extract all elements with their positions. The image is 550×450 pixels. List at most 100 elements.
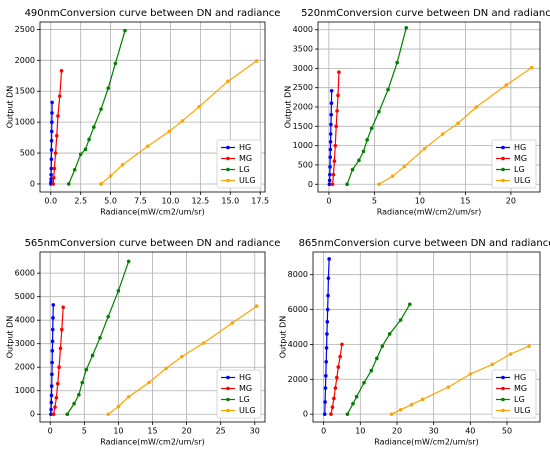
data-point (377, 109, 381, 114)
data-point (327, 178, 332, 183)
y-tick-label: 2000 (288, 375, 308, 384)
x-tick-label: 15 (460, 197, 470, 206)
y-tick-label: 6000 (15, 269, 35, 278)
legend-marker (226, 386, 230, 391)
data-point (324, 346, 329, 350)
data-point (490, 362, 495, 367)
data-point (324, 373, 328, 378)
data-point (51, 175, 56, 180)
data-point (87, 137, 91, 142)
legend-marker (226, 167, 230, 172)
legend-marker (226, 375, 230, 380)
legend-label: MG (239, 384, 252, 393)
y-tick-label: 0 (30, 179, 35, 188)
data-point (332, 159, 337, 163)
data-point (389, 412, 394, 416)
y-tick-label: 0 (30, 410, 35, 419)
x-tick-label: 5 (372, 197, 377, 206)
legend-box (491, 369, 537, 419)
x-axis-label: Radiance(mW/cm2/um/sr) (100, 438, 205, 447)
y-axis-label: Output DN (6, 316, 15, 358)
data-point (402, 164, 407, 169)
data-point (337, 70, 341, 75)
y-tick-label: 500 (20, 149, 35, 158)
data-point (123, 28, 127, 33)
data-point (446, 385, 451, 389)
data-point (332, 396, 336, 401)
data-point (333, 143, 338, 148)
x-tick-label: 15.0 (221, 197, 239, 206)
x-axis-label: Radiance(mW/cm2/um/sr) (377, 208, 482, 217)
data-point (51, 182, 55, 186)
series-line (346, 304, 411, 415)
x-tick-label: 5 (82, 427, 87, 436)
data-point (329, 101, 334, 105)
data-point (323, 386, 328, 390)
x-tick-label: 20 (181, 427, 191, 436)
data-point (365, 138, 369, 142)
data-point (226, 79, 230, 84)
legend-label: ULG (239, 406, 256, 415)
data-point (99, 107, 103, 111)
legend-marker (226, 178, 230, 183)
y-tick-label: 1000 (293, 141, 313, 150)
data-point (329, 112, 333, 117)
y-tick-label: 4000 (15, 316, 35, 325)
legend-marker (501, 375, 505, 380)
series-line (68, 30, 126, 185)
data-point (180, 354, 184, 359)
legend-marker (226, 156, 230, 161)
data-point (369, 368, 374, 373)
data-point (328, 139, 333, 144)
legend-label: HG (514, 143, 526, 152)
data-point (345, 412, 350, 416)
x-axis-label: Radiance(mW/cm2/um/sr) (100, 208, 205, 217)
data-point (50, 348, 55, 353)
subplot: 490nmConversion curve between DN and rad… (6, 8, 281, 217)
y-tick-label: 500 (298, 160, 313, 169)
data-point (197, 104, 201, 109)
x-tick-label: 0.0 (44, 197, 57, 206)
legend-marker (226, 145, 230, 150)
y-tick-label: 2500 (293, 83, 313, 92)
x-axis-label: Radiance(mW/cm2/um/sr) (374, 438, 479, 447)
data-point (53, 151, 58, 155)
data-point (167, 129, 172, 134)
legend-label: ULG (514, 176, 531, 185)
data-point (51, 303, 56, 307)
data-point (120, 163, 125, 167)
legend-label: LG (239, 395, 250, 404)
data-point (230, 321, 235, 325)
legend-marker (226, 397, 230, 402)
data-point (409, 402, 414, 407)
data-point (55, 381, 60, 386)
subplot-title: 520nmConversion curve between DN and rad… (301, 8, 550, 19)
data-point (180, 119, 185, 123)
data-point (52, 166, 57, 171)
x-tick-label: 20 (506, 197, 516, 206)
data-point (60, 327, 64, 332)
data-point (90, 353, 95, 358)
data-point (504, 83, 509, 87)
data-point (345, 182, 349, 187)
data-point (395, 60, 399, 65)
y-tick-label: 3000 (293, 64, 313, 73)
data-point (329, 412, 333, 416)
x-tick-label: 12.5 (191, 197, 209, 206)
data-point (57, 365, 61, 370)
data-point (328, 132, 333, 136)
data-point (354, 394, 359, 399)
data-point (326, 293, 330, 298)
series-line (346, 27, 407, 185)
legend-label: LG (514, 395, 525, 404)
y-tick-label: 0 (308, 180, 313, 189)
y-tick-label: 2500 (15, 25, 35, 34)
legend-box (491, 139, 537, 189)
data-point (92, 125, 96, 129)
y-tick-label: 2000 (293, 103, 313, 112)
data-point (50, 111, 54, 115)
x-tick-label: 5.0 (104, 197, 117, 206)
subplot: 565nmConversion curve between DN and rad… (6, 238, 281, 447)
data-point (340, 342, 344, 347)
data-point (254, 59, 259, 63)
